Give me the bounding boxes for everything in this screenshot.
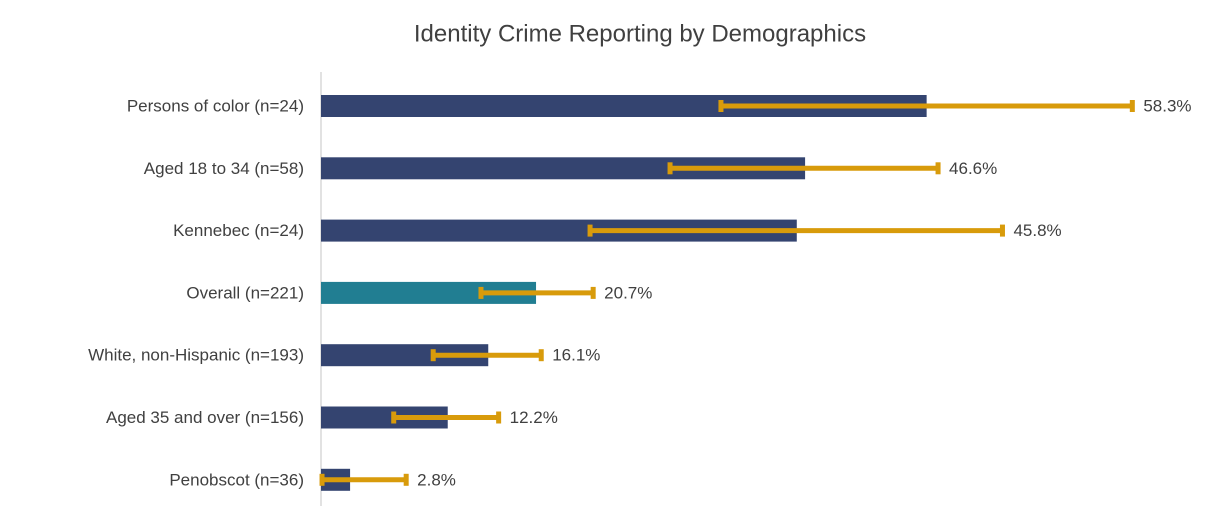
value-label: 20.7% — [604, 283, 652, 302]
bar — [321, 95, 927, 117]
bar — [321, 219, 797, 242]
error-cap — [718, 100, 724, 112]
y-tick-label: White, non-Hispanic (n=193) — [88, 346, 304, 365]
error-cap — [587, 224, 593, 237]
error-cap — [590, 286, 596, 299]
chart-title: Identity Crime Reporting by Demographics — [414, 20, 866, 47]
y-tick-label: Penobscot (n=36) — [169, 470, 304, 489]
y-tick-label: Kennebec (n=24) — [173, 221, 304, 240]
value-label: 12.2% — [510, 408, 558, 427]
y-tick-label: Aged 18 to 34 (n=58) — [144, 159, 304, 178]
y-tick-label: Aged 35 and over (n=156) — [106, 408, 304, 427]
bar — [321, 406, 448, 429]
bar — [321, 344, 489, 367]
error-cap — [478, 286, 484, 299]
error-cap — [319, 473, 325, 486]
value-label: 2.8% — [417, 470, 456, 489]
y-tick-label: Overall (n=221) — [186, 283, 304, 302]
value-label: 45.8% — [1013, 221, 1061, 240]
error-cap — [430, 349, 436, 362]
error-cap — [538, 349, 544, 362]
bar — [321, 157, 806, 180]
value-label: 58.3% — [1143, 96, 1191, 115]
error-cap — [1129, 100, 1135, 112]
value-label: 46.6% — [949, 159, 997, 178]
value-label: 16.1% — [552, 346, 600, 365]
y-tick-label: Persons of color (n=24) — [127, 96, 304, 115]
error-cap — [403, 473, 409, 486]
error-cap — [667, 162, 673, 175]
error-cap — [391, 411, 397, 424]
error-cap — [496, 411, 502, 424]
error-cap — [935, 162, 941, 175]
error-cap — [999, 224, 1005, 237]
